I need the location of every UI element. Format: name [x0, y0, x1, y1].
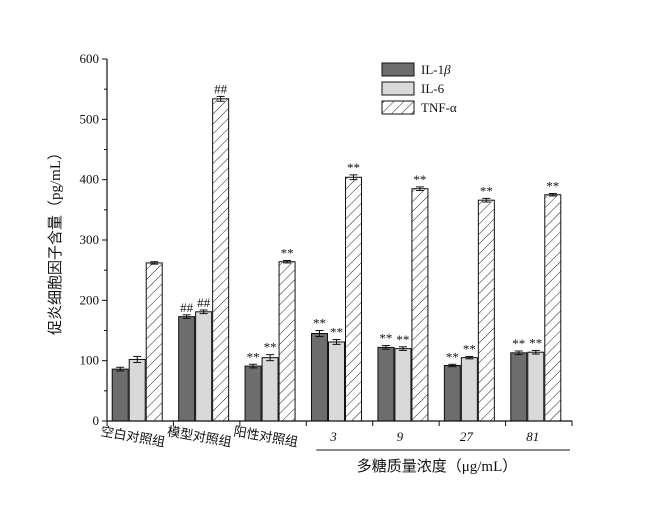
- significance-label: **: [529, 335, 542, 350]
- bar-2-5: [460, 357, 478, 422]
- category-label: 空白对照组: [100, 424, 167, 450]
- y-tick-label: 500: [80, 111, 100, 126]
- bar-3-0: [145, 262, 163, 422]
- legend-swatch: [381, 62, 415, 77]
- bar-2-2: [261, 357, 279, 422]
- significance-label: **: [446, 349, 459, 364]
- category-label: 模型对照组: [166, 424, 233, 450]
- legend-swatch: [381, 100, 415, 115]
- y-tick-label: 400: [80, 172, 100, 187]
- bar-3-6: [544, 194, 562, 422]
- legend-label: IL-6: [421, 81, 445, 96]
- significance-label: ##: [180, 300, 194, 315]
- y-tick-label: 600: [80, 51, 100, 66]
- bar-1-4: [377, 346, 395, 422]
- bar-1-5: [443, 364, 461, 422]
- legend: IL-1β IL-6 TNF-α: [381, 62, 457, 115]
- category-label: 81: [526, 429, 539, 444]
- significance-label: **: [330, 325, 343, 340]
- legend-label: TNF-α: [421, 100, 457, 115]
- y-axis-title: 促炎细胞因子含量（pg/mL）: [47, 145, 64, 335]
- bar-1-2: [244, 365, 262, 422]
- plot-area: ## ####************** ************ ****: [111, 81, 562, 422]
- legend-label: IL-1β: [421, 62, 451, 77]
- bar-1-3: [311, 333, 328, 422]
- bar-2-6: [527, 351, 545, 422]
- bar-2-4: [394, 348, 412, 422]
- legend-swatch: [381, 81, 415, 96]
- y-tick-label: 200: [80, 292, 100, 307]
- bar-2-1: [195, 311, 213, 422]
- significance-label: **: [313, 316, 326, 331]
- significance-label: **: [413, 172, 426, 187]
- bar-3-3: [345, 176, 362, 422]
- bar-2-0: [128, 358, 146, 422]
- y-tick-label: 300: [80, 232, 100, 247]
- significance-label: **: [379, 331, 392, 346]
- significance-label: **: [396, 332, 409, 347]
- category-label: 阳性对照组: [233, 424, 300, 450]
- category-label: 3: [329, 429, 337, 444]
- bar-3-5: [477, 199, 495, 422]
- significance-label: **: [264, 340, 277, 355]
- category-label: 9: [397, 429, 404, 444]
- bar-3-1: [212, 98, 230, 422]
- significance-label: **: [281, 246, 294, 261]
- bar-1-0: [111, 368, 129, 422]
- bar-3-4: [411, 188, 429, 422]
- significance-label: **: [480, 183, 493, 198]
- significance-label: **: [546, 179, 559, 194]
- category-label: 27: [460, 429, 474, 444]
- bar-1-1: [178, 316, 196, 422]
- significance-label: **: [247, 349, 260, 364]
- y-tick-label: 100: [80, 353, 100, 368]
- significance-label: ##: [214, 81, 228, 96]
- concentration-axis-title: 多糖质量浓度（μg/mL）: [357, 458, 518, 475]
- y-tick-label: 0: [93, 413, 100, 428]
- significance-label: **: [512, 336, 525, 351]
- significance-label: ##: [197, 295, 211, 310]
- significance-label: **: [347, 160, 360, 175]
- bar-1-6: [510, 352, 528, 422]
- bar-2-3: [328, 341, 345, 422]
- significance-label: **: [463, 341, 476, 356]
- bar-3-2: [278, 261, 296, 422]
